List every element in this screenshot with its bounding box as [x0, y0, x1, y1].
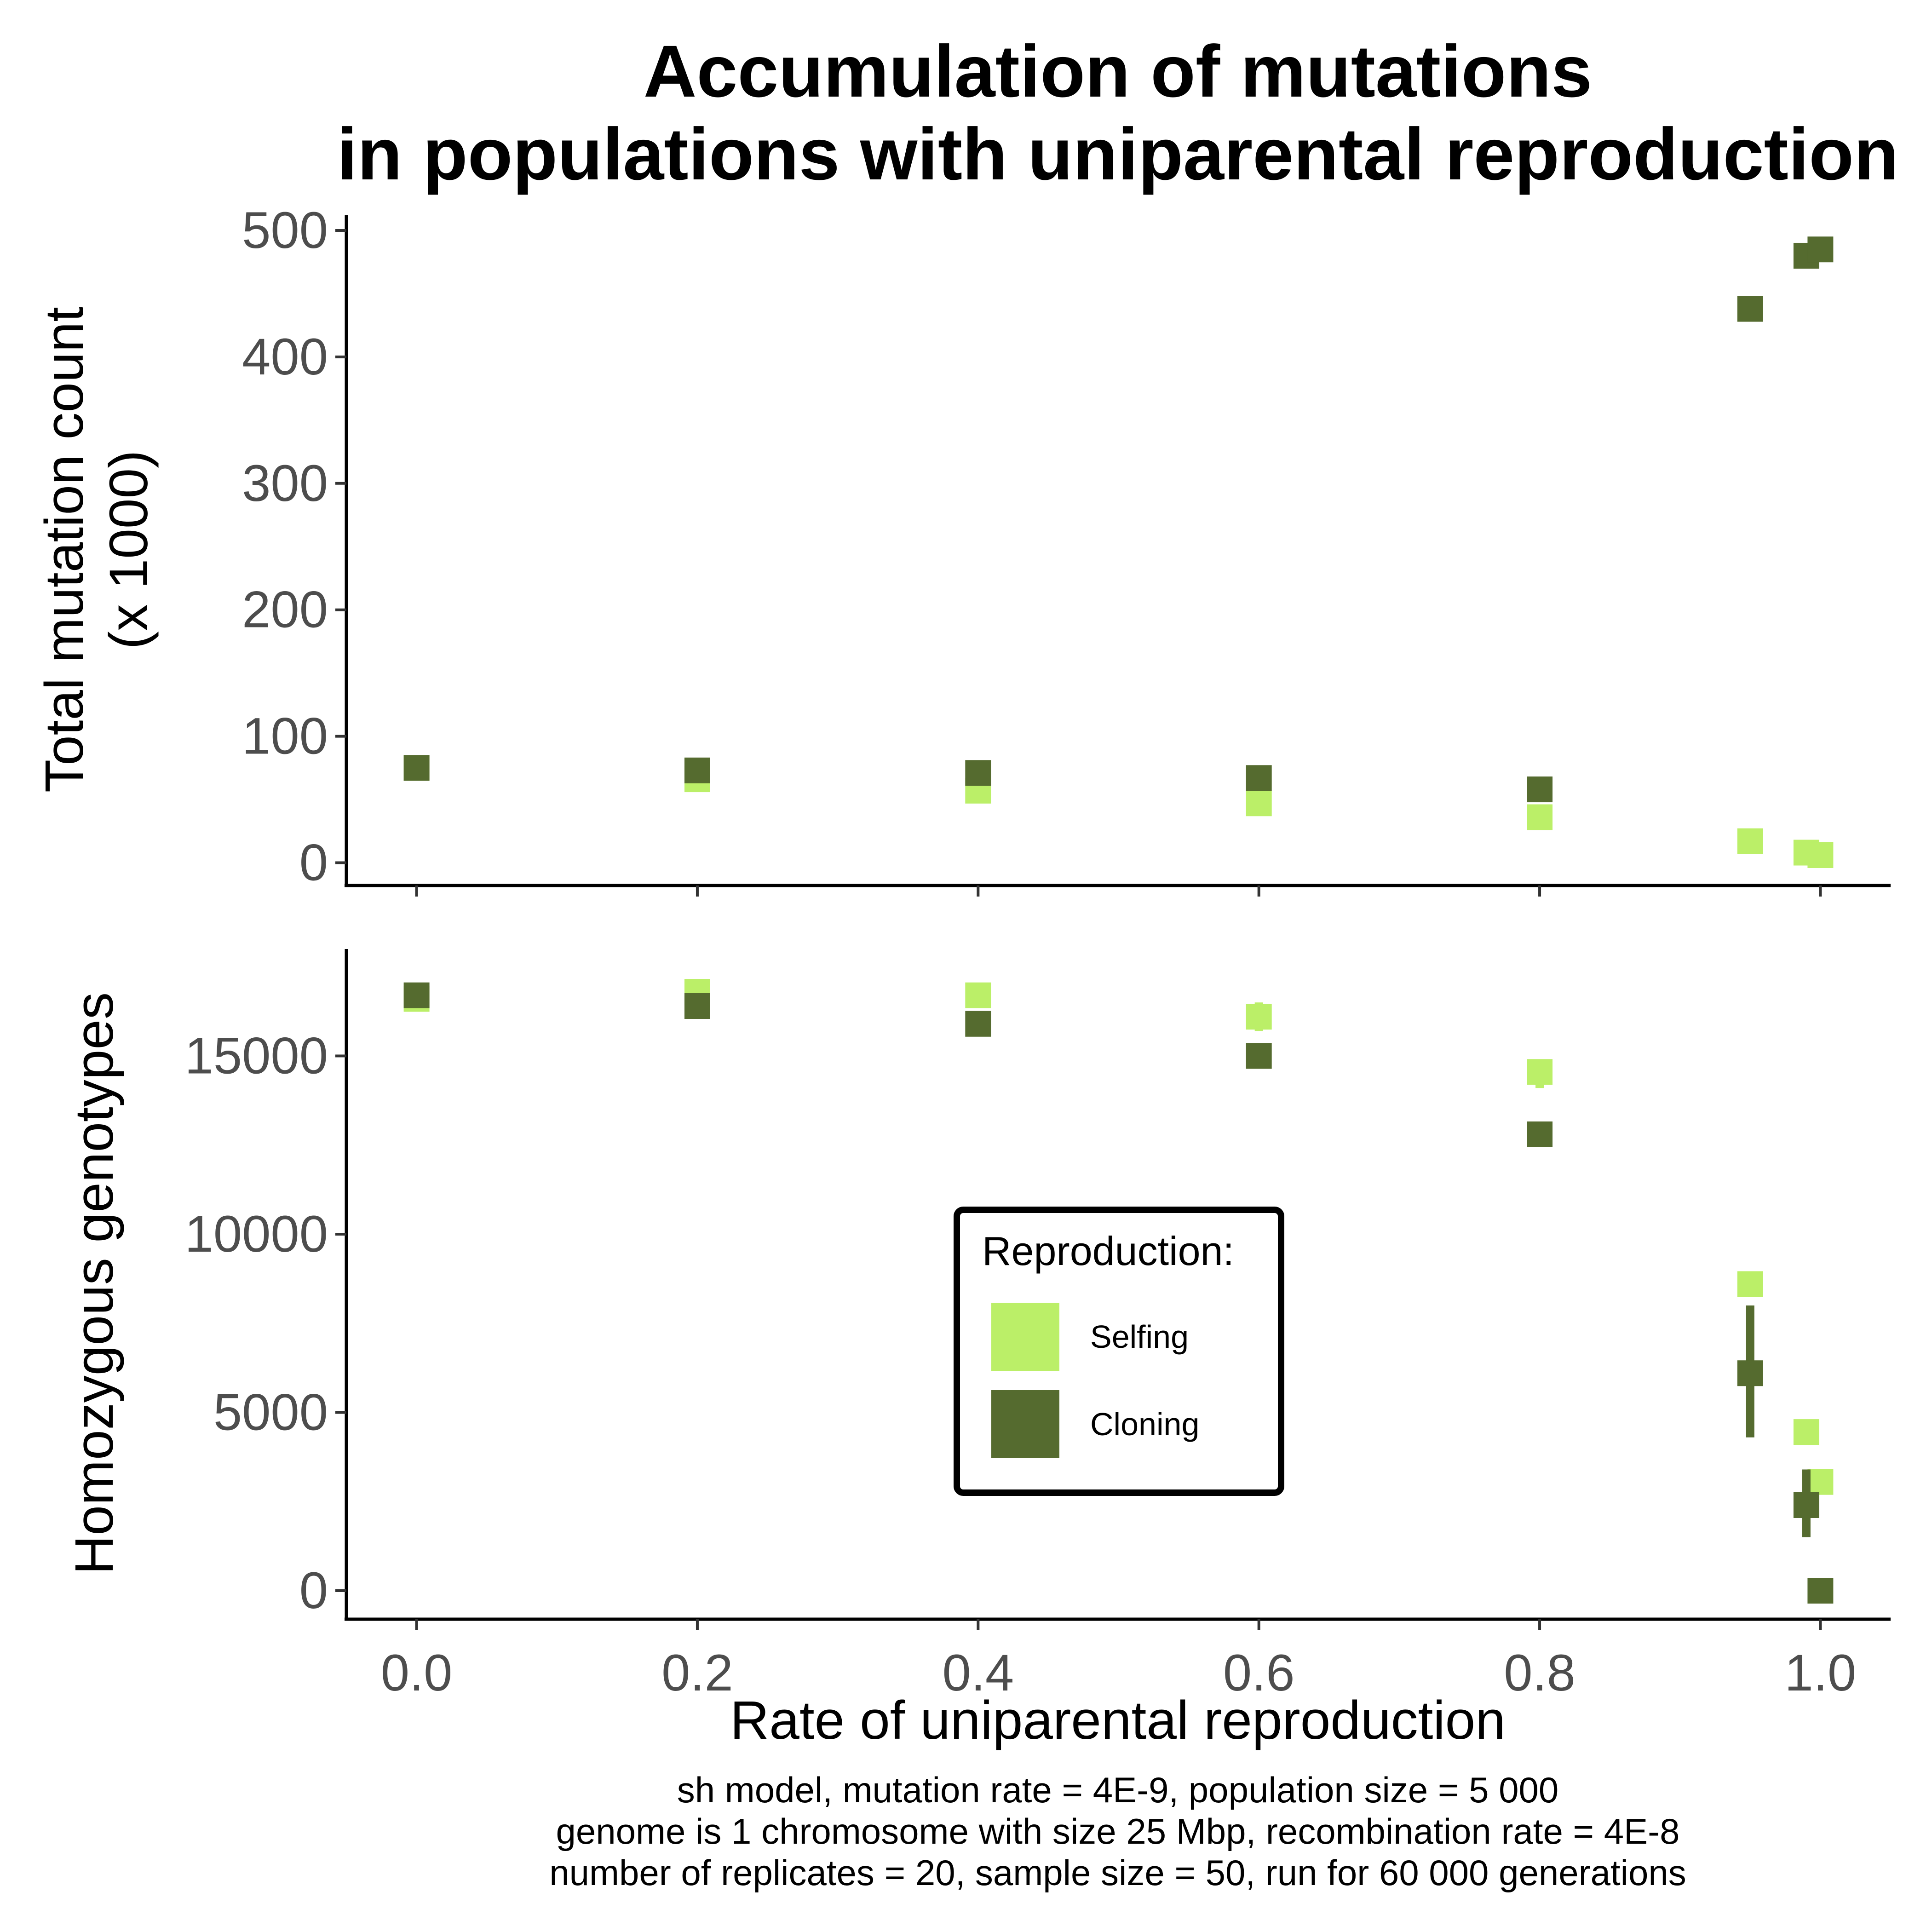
bottom-y-tick-label: 10000: [185, 1205, 328, 1263]
legend: Reproduction: Selfing Cloning: [954, 1207, 1284, 1496]
top-point-cloning: [1737, 296, 1763, 322]
x-tick-label: 1.0: [1785, 1644, 1857, 1702]
top-y-axis-title-line2: (x 1000): [98, 450, 159, 650]
bottom-point-cloning: [1793, 1492, 1819, 1518]
bottom-point-selfing: [1527, 1059, 1553, 1085]
bottom-point-cloning: [684, 993, 710, 1019]
chart-title-line2: in populations with uniparental reproduc…: [337, 113, 1898, 195]
top-point-selfing: [1246, 790, 1272, 816]
bottom-y-tick-label: 15000: [185, 1027, 328, 1085]
bottom-y-tick-label: 0: [299, 1562, 328, 1619]
bottom-point-selfing: [965, 982, 991, 1008]
top-point-selfing: [1807, 842, 1834, 868]
x-tick-label: 0.4: [942, 1644, 1014, 1702]
bottom-y-tick-label: 5000: [213, 1384, 328, 1441]
top-point-cloning: [1807, 236, 1834, 263]
legend-swatch-selfing: [991, 1303, 1059, 1371]
legend-label-cloning: Cloning: [1090, 1406, 1199, 1442]
bottom-point-cloning: [1246, 1043, 1272, 1069]
top-y-tick-label: 200: [242, 581, 328, 638]
caption-line1: sh model, mutation rate = 4E-9, populati…: [677, 1770, 1559, 1810]
x-tick-label: 0.6: [1223, 1644, 1295, 1702]
top-y-tick-label: 100: [242, 707, 328, 765]
bottom-panel: 0 5000 10000 15000 0.0 0.2 0.4 0.6 0.8 1.0 Homoz…: [64, 949, 1891, 1702]
top-y-tick-label: 0: [299, 834, 328, 891]
x-tick-label: 0.2: [661, 1644, 733, 1702]
x-axis-title: Rate of uniparental reproduction: [730, 1690, 1506, 1751]
bottom-point-cloning: [1807, 1578, 1834, 1604]
bottom-point-selfing: [1793, 1419, 1819, 1445]
top-y-tick-label: 400: [242, 328, 328, 385]
top-point-selfing: [1737, 828, 1763, 854]
top-point-cloning: [965, 760, 991, 786]
bottom-point-cloning: [403, 982, 430, 1008]
bottom-point-cloning: [1737, 1360, 1763, 1386]
top-y-tick-label: 300: [242, 454, 328, 512]
bottom-point-selfing: [1246, 1004, 1272, 1030]
top-point-cloning: [403, 755, 430, 781]
top-y-axis-title-line1: Total mutation count: [34, 307, 95, 793]
legend-title: Reproduction:: [982, 1228, 1234, 1274]
top-y-tick-label: 500: [242, 201, 328, 259]
bottom-point-selfing: [1807, 1469, 1834, 1495]
top-point-cloning: [684, 757, 710, 783]
top-panel: 0 100 200 300 400 500 Total mutation count (x…: [34, 201, 1891, 897]
chart-title-line1: Accumulation of mutations: [644, 30, 1592, 112]
legend-label-selfing: Selfing: [1090, 1319, 1189, 1355]
top-point-cloning: [1527, 776, 1553, 803]
caption-line3: number of replicates = 20, sample size =…: [549, 1852, 1686, 1893]
caption-line2: genome is 1 chromosome with size 25 Mbp,…: [556, 1811, 1679, 1852]
top-point-selfing: [1527, 804, 1553, 830]
bottom-point-cloning: [965, 1011, 991, 1037]
legend-swatch-cloning: [991, 1390, 1059, 1458]
x-tick-label: 0.8: [1504, 1644, 1576, 1702]
bottom-y-axis-title: Homozygous genotypes: [64, 992, 125, 1575]
x-tick-label: 0.0: [381, 1644, 453, 1702]
top-point-cloning: [1246, 765, 1272, 791]
bottom-point-selfing: [1737, 1271, 1763, 1297]
bottom-point-cloning: [1527, 1121, 1553, 1147]
